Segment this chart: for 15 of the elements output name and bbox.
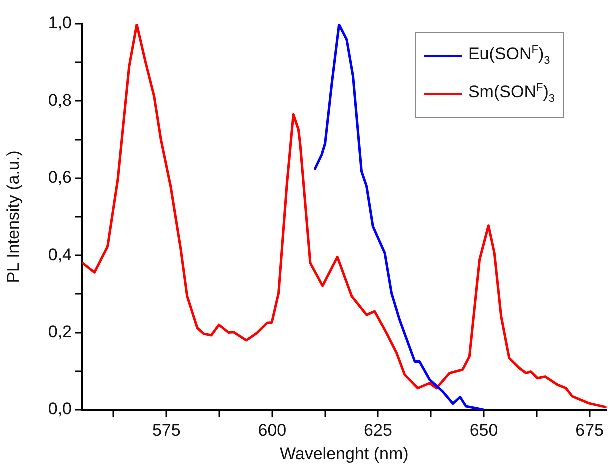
legend-label: Sm(SON$^{F}$)$_{3}$ bbox=[468, 82, 555, 106]
legend-label: Eu(SON$^{F}$)$_{3}$ bbox=[468, 44, 550, 68]
x-tick-label: 575 bbox=[152, 420, 181, 440]
x-tick-label: 675 bbox=[576, 420, 604, 440]
y-tick-label: 0,4 bbox=[48, 245, 72, 264]
y-tick-label: 0,2 bbox=[48, 322, 72, 342]
y-tick-label: 0,8 bbox=[48, 90, 72, 110]
y-tick-label: 1,0 bbox=[48, 14, 72, 33]
x-tick-label: 600 bbox=[258, 420, 287, 440]
y-tick-label: 0,0 bbox=[48, 400, 72, 419]
x-tick-label: 650 bbox=[470, 420, 498, 440]
x-tick-label: 625 bbox=[364, 420, 392, 440]
y-tick-label: 0,6 bbox=[48, 168, 72, 188]
x-axis-title: Wavelenght (nm) bbox=[280, 444, 409, 464]
y-axis-title: PL Intensity (a.u.) bbox=[4, 150, 23, 284]
